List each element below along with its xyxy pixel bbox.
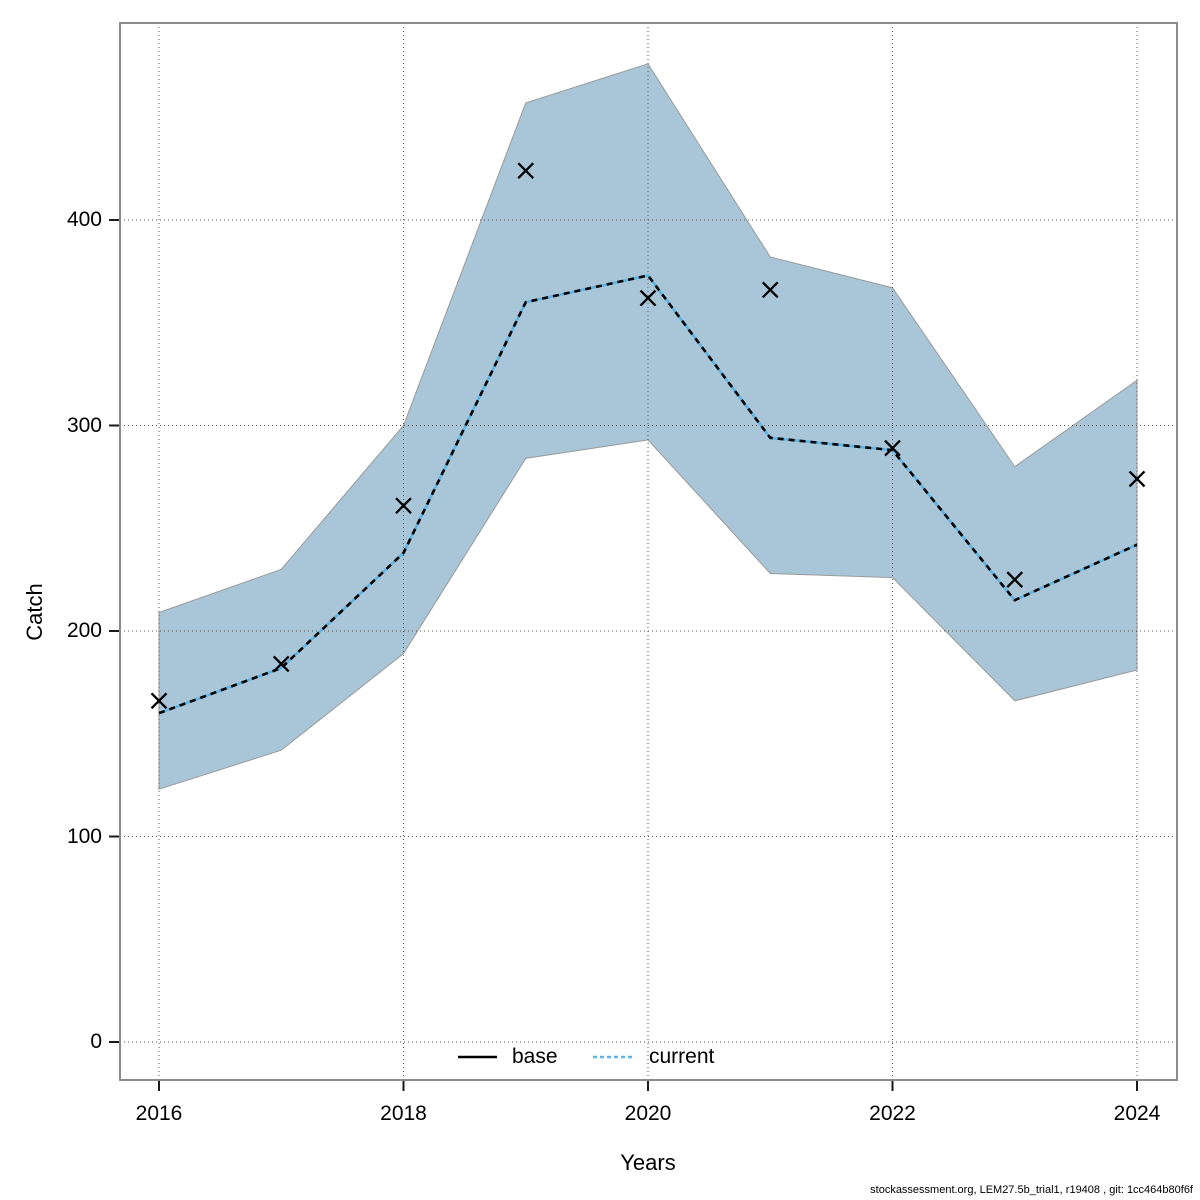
legend-label-base: base — [512, 1045, 558, 1068]
x-tick-label: 2024 — [1113, 1102, 1161, 1125]
confidence-band — [158, 63, 1138, 790]
observed-marker — [884, 439, 901, 457]
legend-label-current: current — [649, 1045, 715, 1068]
observed-marker — [761, 281, 779, 299]
plot-frame — [119, 22, 1178, 1081]
observed-marker — [395, 497, 412, 514]
y-tick-label: 100 — [66, 824, 102, 848]
y-tick-label: 300 — [66, 413, 102, 437]
base-line — [158, 274, 1138, 715]
x-tick-label: 2016 — [135, 1102, 183, 1125]
observed-marker — [1006, 571, 1024, 588]
y-tick-label: 400 — [66, 208, 102, 231]
y-tick-label: 0 — [90, 1030, 102, 1053]
x-axis-title: Years — [620, 1150, 676, 1175]
y-tick-label: 200 — [66, 619, 102, 642]
y-axis-title: Catch — [22, 583, 47, 641]
x-tick-label: 2020 — [624, 1102, 672, 1125]
observed-marker — [639, 289, 657, 307]
observed-marker — [517, 162, 535, 179]
observed-marker — [1128, 470, 1146, 488]
observed-marker — [272, 655, 290, 673]
x-tick-label: 2022 — [869, 1102, 916, 1125]
observed-marker — [150, 692, 168, 710]
source-caption: stockassessment.org, LEM27.5b_trial1, r1… — [870, 1184, 1193, 1196]
x-tick-label: 2018 — [380, 1102, 427, 1125]
